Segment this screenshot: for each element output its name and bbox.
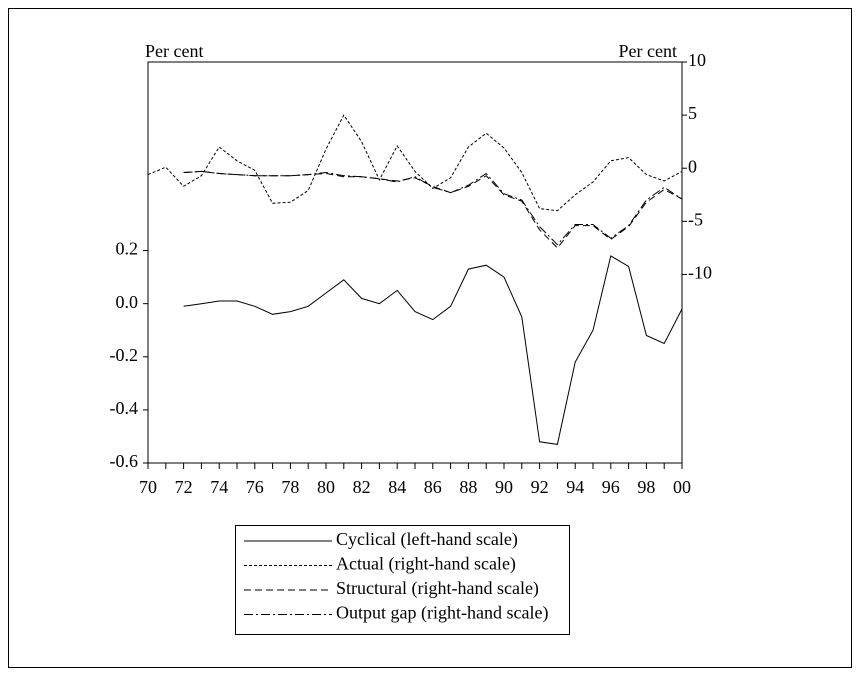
x-tick-label: 78	[281, 477, 299, 497]
y2-tick-label: 10	[688, 50, 706, 70]
x-tick-label: 96	[602, 477, 620, 497]
legend-label: Output gap (right-hand scale)	[336, 603, 548, 624]
x-tick-label: 86	[424, 477, 442, 497]
x-tick-label: 88	[459, 477, 477, 497]
y-tick-label: -0.6	[110, 451, 139, 471]
x-tick-label: 74	[210, 477, 228, 497]
x-tick-label: 94	[566, 477, 584, 497]
y-tick-label: -0.2	[110, 345, 139, 365]
y-tick-label: 0.2	[116, 239, 139, 259]
x-tick-label: 82	[353, 477, 371, 497]
legend-label: Structural (right-hand scale)	[336, 578, 539, 599]
x-tick-label: 92	[531, 477, 549, 497]
y2-axis-label: Per cent	[619, 41, 677, 61]
x-tick-label: 00	[673, 477, 691, 497]
x-tick-label: 76	[246, 477, 264, 497]
series-line	[183, 170, 683, 249]
x-tick-label: 72	[175, 477, 193, 497]
x-tick-label: 70	[139, 477, 157, 497]
y2-tick-label: 0	[688, 156, 697, 176]
x-tick-label: 84	[388, 477, 406, 497]
x-tick-label: 80	[317, 477, 335, 497]
y-tick-label: -0.4	[110, 398, 139, 418]
legend-label: Actual (right-hand scale)	[336, 554, 516, 575]
legend-label: Cyclical (left-hand scale)	[336, 529, 518, 550]
y2-tick-label: -10	[688, 263, 712, 283]
y2-tick-label: -5	[688, 209, 703, 229]
x-tick-label: 98	[637, 477, 655, 497]
x-tick-label: 90	[495, 477, 513, 497]
series-line	[147, 114, 683, 212]
legend	[235, 525, 570, 635]
series-line	[183, 255, 683, 445]
y-axis-label: Per cent	[145, 41, 203, 61]
y2-tick-label: 5	[688, 103, 697, 123]
y-tick-label: 0.0	[116, 292, 139, 312]
